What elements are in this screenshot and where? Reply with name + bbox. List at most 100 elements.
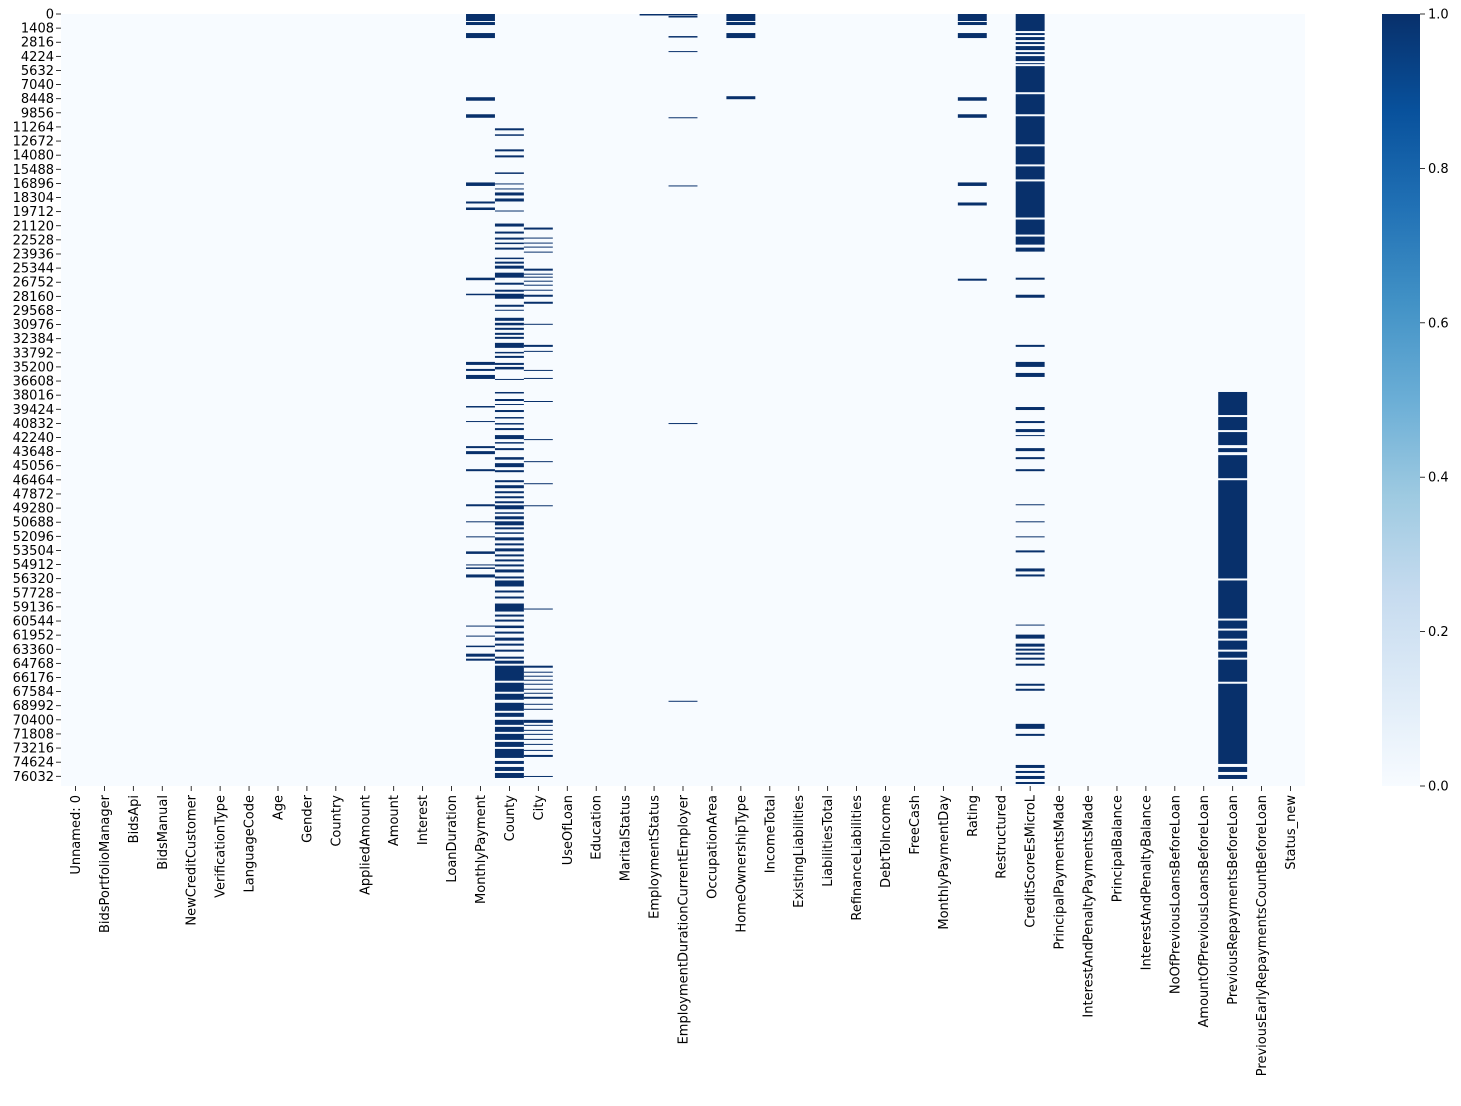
missing-cell-county-49 bbox=[494, 485, 524, 489]
missing-cell-creditscoreesmicrol-13 bbox=[1015, 181, 1045, 218]
colorbar bbox=[1382, 14, 1420, 786]
missing-cell-creditscoreesmicrol-1 bbox=[1015, 33, 1045, 36]
missing-cell-city-36 bbox=[523, 729, 553, 731]
missing-cell-monthlypayment-3 bbox=[466, 97, 495, 101]
missing-cell-county-39 bbox=[494, 417, 524, 419]
column-tick-label: CreditScoreEsMicroL bbox=[1024, 794, 1039, 927]
row-tick-label: 59136 bbox=[13, 600, 54, 615]
row-tick-label: 0 bbox=[46, 8, 54, 23]
colorbar-tick-label: 0.6 bbox=[1428, 316, 1449, 331]
missing-cell-creditscoreesmicrol-48 bbox=[1015, 775, 1045, 779]
missing-cell-county-62 bbox=[494, 554, 524, 557]
column-tick-label: Interest bbox=[416, 795, 431, 845]
missing-cell-county-5 bbox=[494, 183, 524, 185]
missing-cell-employmentdurationcurrentemployer-4 bbox=[668, 117, 698, 119]
column-tick-label: PrincipalBalance bbox=[1110, 795, 1125, 902]
missing-cell-city-30 bbox=[523, 692, 553, 694]
row-tick-label: 15488 bbox=[13, 163, 54, 178]
missing-cell-creditscoreesmicrol-32 bbox=[1015, 550, 1045, 553]
row-tick-label: 29568 bbox=[13, 304, 54, 319]
missing-cell-county-16 bbox=[494, 261, 524, 264]
missing-cell-creditscoreesmicrol-17 bbox=[1015, 277, 1045, 280]
row-tick-label: 42240 bbox=[13, 431, 54, 446]
missing-cell-previousrepaymentsbeforeloan-2 bbox=[1218, 432, 1248, 446]
missing-cell-city-19 bbox=[523, 439, 553, 441]
missing-cell-rating-2 bbox=[957, 33, 987, 39]
missing-cell-creditscoreesmicrol-16 bbox=[1015, 247, 1045, 252]
missing-cell-city-20 bbox=[523, 461, 553, 463]
column-tick-label: InterestAndPenaltyPaymentsMade bbox=[1082, 795, 1097, 1018]
missing-cell-county-48 bbox=[494, 480, 524, 483]
missing-cell-city-29 bbox=[523, 688, 553, 690]
missing-cell-county-54 bbox=[494, 512, 524, 514]
missing-cell-county-0 bbox=[494, 128, 524, 131]
row-tick-label: 64768 bbox=[13, 657, 54, 672]
missing-cell-rating-1 bbox=[957, 22, 987, 26]
missing-cell-monthlypayment-14 bbox=[466, 421, 495, 423]
missing-cell-city-31 bbox=[523, 696, 553, 699]
missing-cell-county-15 bbox=[494, 257, 524, 260]
missing-cell-city-26 bbox=[523, 675, 553, 677]
colorbar-tick-label: 1.0 bbox=[1428, 8, 1449, 23]
missing-cell-employmentdurationcurrentemployer-0 bbox=[668, 14, 698, 16]
missing-cell-county-73 bbox=[494, 625, 524, 629]
missing-cell-creditscoreesmicrol-29 bbox=[1015, 504, 1045, 506]
missing-cell-monthlypayment-21 bbox=[466, 551, 495, 554]
missing-cell-monthlypayment-25 bbox=[466, 625, 495, 627]
row-tick-label: 2816 bbox=[21, 36, 54, 51]
row-tick-label: 49280 bbox=[13, 502, 54, 517]
missing-cell-county-88 bbox=[494, 741, 524, 747]
missing-cell-county-4 bbox=[494, 172, 524, 174]
missing-cell-employmentstatus-0 bbox=[639, 14, 669, 16]
row-tick-label: 18304 bbox=[13, 191, 54, 206]
row-tick-label: 66176 bbox=[13, 671, 54, 686]
missing-cell-county-70 bbox=[494, 603, 524, 612]
missing-cell-creditscoreesmicrol-15 bbox=[1015, 236, 1045, 245]
missing-cell-creditscoreesmicrol-46 bbox=[1015, 764, 1045, 768]
missing-cell-county-78 bbox=[494, 656, 524, 659]
missing-cell-creditscoreesmicrol-25 bbox=[1015, 435, 1045, 437]
column-tick-label: ExistingLiabilities bbox=[792, 795, 807, 908]
row-tick-label: 61952 bbox=[13, 629, 54, 644]
missing-cell-county-35 bbox=[494, 391, 524, 394]
missing-cell-creditscoreesmicrol-18 bbox=[1015, 294, 1045, 298]
missing-cell-homeownershiptype-2 bbox=[726, 33, 756, 39]
missing-cell-county-38 bbox=[494, 410, 524, 413]
missing-cell-creditscoreesmicrol-40 bbox=[1015, 657, 1045, 660]
row-tick-label: 53504 bbox=[13, 544, 54, 559]
column-tick-label: City bbox=[532, 795, 547, 821]
colorbar-tick-label: 0.0 bbox=[1428, 780, 1449, 795]
missing-cell-county-9 bbox=[494, 210, 524, 212]
missing-cell-city-23 bbox=[523, 608, 553, 610]
missing-cell-county-83 bbox=[494, 702, 524, 711]
row-tick-label: 28160 bbox=[13, 290, 54, 305]
missing-cell-creditscoreesmicrol-30 bbox=[1015, 521, 1045, 523]
missing-cell-previousrepaymentsbeforeloan-9 bbox=[1218, 640, 1248, 650]
missing-cell-county-40 bbox=[494, 423, 524, 425]
missing-cell-county-3 bbox=[494, 155, 524, 158]
missing-cell-city-16 bbox=[523, 369, 553, 371]
column-tick-label: PrincipalPaymentsMade bbox=[1053, 795, 1068, 950]
row-tick-label: 7040 bbox=[21, 78, 54, 93]
column-tick-label: MonthlyPayment bbox=[474, 795, 489, 904]
missing-cell-city-25 bbox=[523, 671, 553, 673]
missing-cell-creditscoreesmicrol-47 bbox=[1015, 770, 1045, 773]
missing-cell-county-27 bbox=[494, 332, 524, 335]
row-tick-label: 43648 bbox=[13, 445, 54, 460]
missing-cell-county-20 bbox=[494, 289, 524, 292]
row-tick-label: 38016 bbox=[13, 389, 54, 404]
missing-cell-city-27 bbox=[523, 679, 553, 681]
missing-cell-county-25 bbox=[494, 322, 524, 326]
missing-cell-monthlypayment-1 bbox=[466, 22, 495, 26]
missing-cell-creditscoreesmicrol-8 bbox=[1015, 66, 1045, 93]
missing-cell-city-7 bbox=[523, 276, 553, 278]
missing-cell-county-51 bbox=[494, 496, 524, 499]
missing-cell-previousrepaymentsbeforeloan-8 bbox=[1218, 630, 1248, 639]
missing-cell-homeownershiptype-3 bbox=[726, 96, 756, 100]
missing-cell-county-55 bbox=[494, 516, 524, 520]
missing-cell-monthlypayment-24 bbox=[466, 574, 495, 578]
missing-cell-county-30 bbox=[494, 351, 524, 354]
missing-cell-rating-3 bbox=[957, 97, 987, 101]
column-tick-label: HomeOwnershipType bbox=[734, 795, 749, 933]
missing-cell-previousrepaymentsbeforeloan-7 bbox=[1218, 620, 1248, 629]
